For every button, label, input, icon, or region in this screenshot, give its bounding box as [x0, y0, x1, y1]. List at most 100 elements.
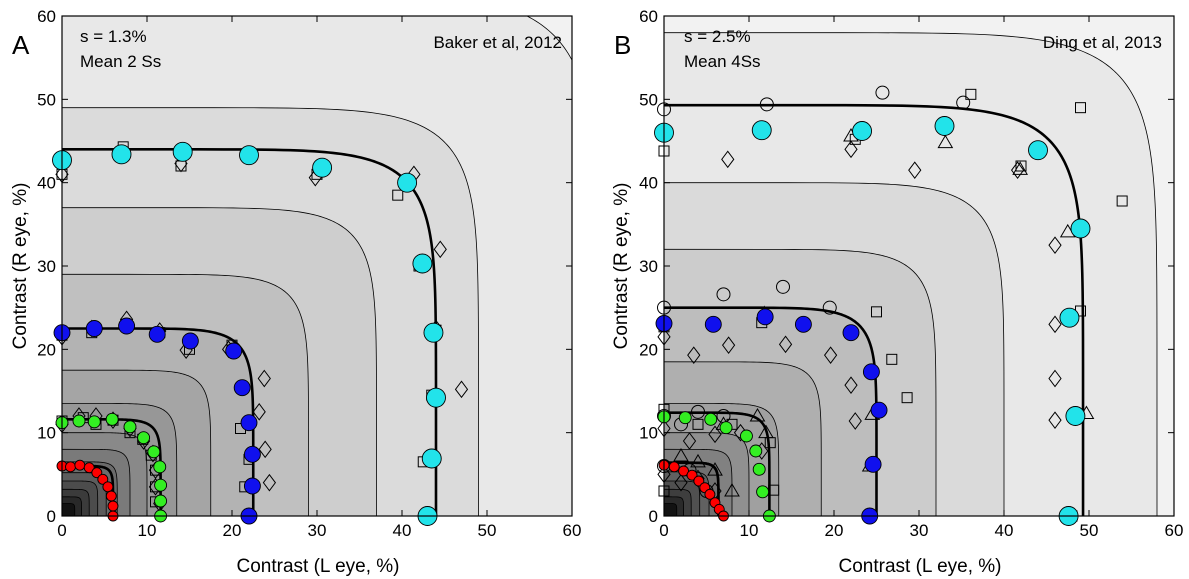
- panel-b-diamond-point: [823, 346, 838, 365]
- panel-b-diamond-point: [1048, 236, 1062, 255]
- panel-b-cyan-point: [1028, 140, 1048, 161]
- panel-b-y-tick-label: 30: [639, 257, 658, 276]
- panel-b-blue-point: [862, 363, 880, 381]
- panel-b-diamond-point: [1048, 369, 1062, 388]
- panel-b-square-point: [965, 88, 977, 100]
- panel-b-y-tick-label: 10: [639, 424, 658, 443]
- panel-b-circle-point: [691, 404, 705, 419]
- panel-a-cyan-point: [312, 157, 333, 178]
- panel-b-subjects: Mean 4Ss: [684, 52, 761, 71]
- panel-b-x-tick-label: 30: [910, 521, 929, 540]
- panel-b-series-green: [657, 410, 776, 523]
- panel-b-triangle-point: [724, 483, 740, 497]
- panel-b-red-point: [704, 488, 716, 500]
- panel-a-x-tick-label: 30: [308, 521, 327, 540]
- panel-b-blue-point: [870, 401, 888, 419]
- panel-a-red-point: [97, 473, 109, 485]
- panel-a-blue-point: [148, 325, 166, 343]
- panel-a-blue-point: [118, 317, 136, 335]
- panel-b-square-point: [1075, 102, 1086, 114]
- panel-b-circle-point: [776, 279, 790, 294]
- panel-a-green-point: [105, 412, 119, 426]
- panel-b-circle-point: [956, 95, 971, 110]
- panel-b-triangle-point: [690, 453, 706, 468]
- panel-b-diamond-point: [708, 425, 722, 444]
- panel-a-y-tick-label: 30: [37, 257, 56, 276]
- panel-a-x-tick-label: 60: [563, 521, 582, 540]
- panel-b-triangle-point: [749, 408, 766, 422]
- panel-b-cyan-point: [934, 116, 955, 136]
- panel-b-diamond-point: [1048, 315, 1062, 334]
- panel-b-series-cyan: [654, 116, 1091, 526]
- panel-b-y-tick-label: 0: [649, 507, 658, 526]
- panel-a-y-tick-label: 50: [37, 90, 56, 109]
- panel-a-blue-point: [85, 320, 103, 337]
- panel-a-red-point: [65, 461, 76, 473]
- panel-a-diamond-point: [262, 473, 277, 492]
- panel-b-triangle-point: [707, 462, 723, 476]
- panel-b-circle-point: [716, 287, 731, 302]
- panel-a-green-point: [137, 431, 151, 445]
- panel-a-diamond-point: [454, 380, 469, 399]
- panel-a-green-point: [123, 420, 137, 434]
- panel-a-cyan-point: [426, 387, 446, 408]
- panel-a-cyan-point: [397, 172, 418, 193]
- panel-b-cyan-point: [1059, 307, 1080, 328]
- panel-a-x-tick-label: 20: [223, 521, 242, 540]
- panel-b-circle-point: [759, 97, 774, 112]
- panel-b-green-point: [678, 411, 692, 425]
- panel-a-contour-band: [62, 503, 76, 516]
- panel-b-blue-point: [704, 315, 722, 333]
- panel-b-diamond-point: [1048, 411, 1062, 430]
- panel-a-green-point: [154, 494, 168, 508]
- panel-a-green-point: [147, 445, 161, 459]
- panel-b-letter: B: [614, 30, 631, 60]
- panel-a-cyan-point: [412, 253, 433, 274]
- panel-b-square-point: [1015, 160, 1027, 172]
- panel-b-diamond-point: [1010, 161, 1025, 180]
- panel-a-green-point: [72, 414, 86, 428]
- panel-b-blue-point: [842, 324, 860, 342]
- panel-a-model-fit-curve: [62, 418, 162, 516]
- panel-a-series-green: [55, 412, 168, 523]
- panel-a-y-tick-label: 60: [37, 7, 56, 26]
- panel-a-diamond-point: [433, 240, 447, 259]
- panel-a-plot-area: 0 10 20 30 40 50 60 0 10 20 30 40 50 60: [37, 7, 582, 540]
- panel-a-blue-point: [181, 332, 199, 350]
- panel-b-triangle-point: [937, 134, 954, 149]
- panel-b-triangle-point: [758, 424, 774, 439]
- panel-a-blue-point: [225, 342, 243, 360]
- panel-b-blue-point: [864, 455, 882, 473]
- panel-a-model-fit-curve: [62, 464, 115, 516]
- panel-b-triangle-point: [673, 448, 689, 462]
- panel-b-diamond-point: [844, 140, 858, 159]
- panel-a-blue-point: [233, 379, 251, 397]
- panel-b-y-tick-label: 40: [639, 174, 658, 193]
- panel-b-diamond-point: [721, 336, 736, 355]
- panel-b-circle-point: [822, 300, 837, 315]
- panel-a-y-tick-label: 20: [37, 340, 56, 359]
- panel-a-x-tick-label: 0: [57, 521, 66, 540]
- panel-a-blue-point: [243, 445, 261, 463]
- panel-a-green-point: [153, 460, 167, 474]
- panel-a-red-point: [74, 459, 86, 471]
- panel-b-x-tick-label: 50: [1080, 521, 1099, 540]
- panel-a-diamond-point: [252, 402, 266, 421]
- panel-b-x-tick-label: 10: [740, 521, 759, 540]
- panel-a-cyan-point: [111, 144, 132, 165]
- panel-b-square-point: [1116, 195, 1128, 207]
- panel-a-diamond-point: [258, 440, 272, 459]
- panel-a-red-point: [102, 481, 114, 493]
- panel-a-y-tick-label: 10: [37, 424, 56, 443]
- panel-b-diamond-point: [721, 150, 735, 169]
- panel-b-cyan-point: [1070, 218, 1091, 239]
- panel-a-red-point: [105, 490, 117, 502]
- panel-b-square-point: [692, 418, 704, 430]
- panel-b-y-tick-label: 50: [639, 90, 658, 109]
- panel-b-green-point: [740, 429, 753, 443]
- panel-a-green-point: [154, 478, 168, 492]
- panel-b-s-value: s = 2.5%: [684, 27, 751, 46]
- panel-b-cyan-point: [1065, 406, 1086, 426]
